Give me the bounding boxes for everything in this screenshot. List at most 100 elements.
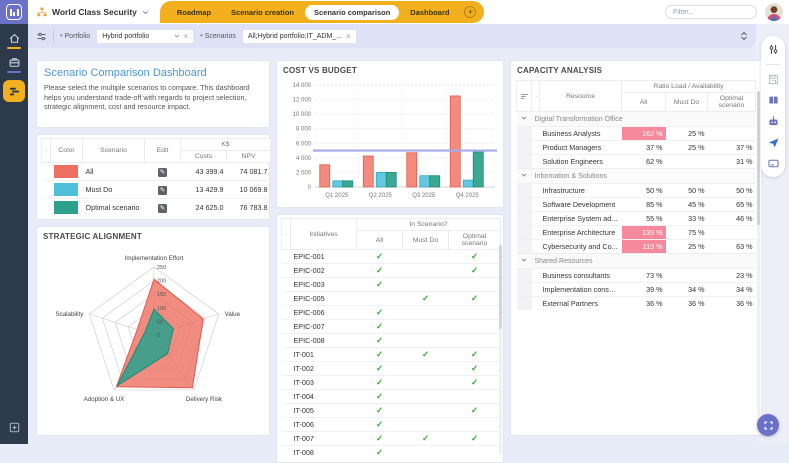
capacity-group-row[interactable]: Digital Transformation Office bbox=[517, 112, 756, 127]
edit-icon[interactable]: ✎ bbox=[158, 168, 167, 177]
scenarios-label[interactable]: ▾Scenarios bbox=[200, 33, 236, 40]
tab-scenario-creation[interactable]: Scenario creation bbox=[222, 5, 303, 20]
capacity-row[interactable]: Business Analysts 162 % 25 % bbox=[517, 127, 756, 141]
capacity-row[interactable]: Solution Engineers 62 % 31 % bbox=[517, 155, 756, 169]
sliders-icon[interactable] bbox=[767, 43, 780, 56]
initiative-row[interactable]: EPIC-006 ✓ bbox=[282, 306, 501, 320]
capacity-row[interactable]: Infrastructure 50 % 50 % 50 % bbox=[517, 184, 756, 198]
ratio-all: 50 % bbox=[622, 184, 666, 198]
capacity-row[interactable]: Enterprise System ad... 55 % 33 % 46 % bbox=[517, 212, 756, 226]
empty-cell bbox=[403, 320, 449, 334]
save-icon[interactable] bbox=[767, 73, 780, 86]
capacity-row[interactable]: Product Managers 37 % 25 % 37 % bbox=[517, 141, 756, 155]
initiative-row[interactable]: EPIC-002 ✓✓ bbox=[282, 264, 501, 278]
svg-text:250: 250 bbox=[157, 265, 166, 271]
capacity-group-row[interactable]: Information & Solutions bbox=[517, 169, 756, 184]
tab-scenario-comparison[interactable]: Scenario comparison bbox=[305, 5, 399, 20]
vertical-scrollbar[interactable] bbox=[757, 91, 760, 427]
workspace-selector[interactable]: World Class Security bbox=[28, 0, 160, 24]
check-icon: ✓ bbox=[357, 376, 403, 390]
scenario-row[interactable]: Must Do ✎ 13 429.9 10 069.8 bbox=[42, 181, 271, 199]
sidebar-item-portfolio-active[interactable] bbox=[3, 80, 25, 102]
resource-name: Business consultants bbox=[540, 269, 622, 283]
sidebar-item-home[interactable] bbox=[4, 32, 24, 49]
scenario-color-swatch[interactable] bbox=[54, 183, 78, 196]
expand-fab-button[interactable] bbox=[757, 414, 779, 436]
book-icon[interactable] bbox=[767, 94, 780, 107]
capacity-row[interactable]: Implementation consul... 39 % 34 % 34 % bbox=[517, 283, 756, 297]
initiative-row[interactable]: EPIC-001 ✓✓ bbox=[282, 250, 501, 264]
avatar[interactable] bbox=[765, 3, 783, 21]
svg-text:10 000: 10 000 bbox=[293, 112, 312, 118]
capacity-row[interactable]: External Partners 36 % 36 % 36 % bbox=[517, 297, 756, 311]
chevron-down-icon[interactable] bbox=[520, 114, 528, 122]
initiative-row[interactable]: IT-001 ✓✓✓ bbox=[282, 348, 501, 362]
collapse-filterbar-control[interactable] bbox=[740, 31, 748, 41]
capacity-row[interactable]: Software Development 85 % 45 % 65 % bbox=[517, 198, 756, 212]
clear-icon[interactable]: × bbox=[346, 32, 351, 41]
check-icon: ✓ bbox=[403, 348, 449, 362]
initiative-row[interactable]: IT-003 ✓✓ bbox=[282, 376, 501, 390]
capacity-row[interactable]: Enterprise Architecture 139 % 75 % bbox=[517, 226, 756, 240]
initiative-row[interactable]: IT-007 ✓✓✓ bbox=[282, 432, 501, 446]
initiative-row[interactable]: IT-006 ✓ bbox=[282, 418, 501, 432]
scenario-color-swatch[interactable] bbox=[54, 165, 78, 178]
chevron-down-icon[interactable] bbox=[173, 32, 181, 40]
empty-cell bbox=[449, 418, 501, 432]
resource-name: Product Managers bbox=[540, 141, 622, 155]
scenario-row[interactable]: Optimal scenario ✎ 24 625.0 76 783.8 bbox=[42, 199, 271, 217]
chevron-down-icon[interactable] bbox=[520, 171, 528, 179]
capacity-group-row[interactable]: Shared Resources bbox=[517, 254, 756, 269]
filter-input[interactable] bbox=[665, 5, 757, 19]
initiative-row[interactable]: IT-002 ✓✓ bbox=[282, 362, 501, 376]
initiative-row[interactable]: EPIC-005 ✓✓ bbox=[282, 292, 501, 306]
svg-text:14 000: 14 000 bbox=[293, 83, 312, 89]
sidebar-item-workspace[interactable] bbox=[4, 56, 24, 73]
scenario-color-swatch[interactable] bbox=[54, 201, 78, 214]
ks-group-header: K$ bbox=[181, 139, 271, 151]
tree-col-header[interactable] bbox=[517, 81, 532, 112]
filter-sliders-icon[interactable] bbox=[36, 31, 47, 42]
edit-icon[interactable]: ✎ bbox=[158, 204, 167, 213]
initiative-row[interactable]: EPIC-008 ✓ bbox=[282, 334, 501, 348]
tab-dashboard[interactable]: Dashboard bbox=[401, 5, 458, 20]
initiative-row[interactable]: EPIC-003 ✓ bbox=[282, 278, 501, 292]
scenarios-select[interactable]: All;Hybrid portfolio;IT_ADM_... × bbox=[242, 29, 357, 44]
portfolio-label[interactable]: ▾Portfolio bbox=[60, 33, 90, 40]
check-icon: ✓ bbox=[357, 390, 403, 404]
svg-text:0: 0 bbox=[308, 185, 312, 191]
clear-icon[interactable]: × bbox=[184, 32, 189, 41]
ratio-group-header: Ratio Load / Availability bbox=[622, 81, 756, 93]
initiative-row[interactable]: EPIC-007 ✓ bbox=[282, 320, 501, 334]
svg-text:Q4 2025: Q4 2025 bbox=[456, 193, 480, 199]
scenario-row[interactable]: All ✎ 43 399.4 74 081.7 bbox=[42, 163, 271, 181]
initiative-row[interactable]: IT-004 ✓ bbox=[282, 390, 501, 404]
card-icon[interactable] bbox=[767, 157, 780, 170]
edit-icon[interactable]: ✎ bbox=[158, 186, 167, 195]
vertical-scrollbar[interactable] bbox=[499, 245, 502, 454]
app-logo[interactable] bbox=[0, 0, 28, 24]
robot-icon[interactable] bbox=[767, 115, 780, 128]
portfolio-select[interactable]: Hybrid portfolio × bbox=[96, 29, 194, 44]
sidebar-add-button[interactable] bbox=[8, 421, 21, 434]
capacity-row[interactable]: Business consultants 73 % 23 % bbox=[517, 269, 756, 283]
ratio-optimal: 65 % bbox=[708, 198, 756, 212]
svg-text:6 000: 6 000 bbox=[296, 141, 312, 147]
main-content: Scenario Comparison Dashboard Please sel… bbox=[28, 48, 756, 444]
capacity-group-name: Information & Solutions bbox=[532, 169, 756, 184]
initiative-row[interactable]: IT-005 ✓✓ bbox=[282, 404, 501, 418]
send-icon[interactable] bbox=[767, 136, 780, 149]
tree-list-icon bbox=[520, 92, 529, 101]
ratio-must-do bbox=[666, 155, 708, 169]
initiative-row[interactable]: IT-008 ✓ bbox=[282, 446, 501, 460]
add-tab-button[interactable]: + bbox=[464, 6, 476, 18]
chevron-down-icon[interactable] bbox=[520, 256, 528, 264]
initiatives-col-header: Initiatives bbox=[291, 219, 357, 250]
caret-down-icon: ▾ bbox=[60, 33, 63, 39]
tab-roadmap[interactable]: Roadmap bbox=[168, 5, 220, 20]
svg-text:12 000: 12 000 bbox=[293, 98, 312, 104]
capacity-row[interactable]: Cybersecurity and Co... 119 % 25 % 63 % bbox=[517, 240, 756, 254]
resource-name: Infrastructure bbox=[540, 184, 622, 198]
scenario-table-panel: · Color Scenario Edit K$ Costs NPV All ✎… bbox=[36, 134, 270, 220]
